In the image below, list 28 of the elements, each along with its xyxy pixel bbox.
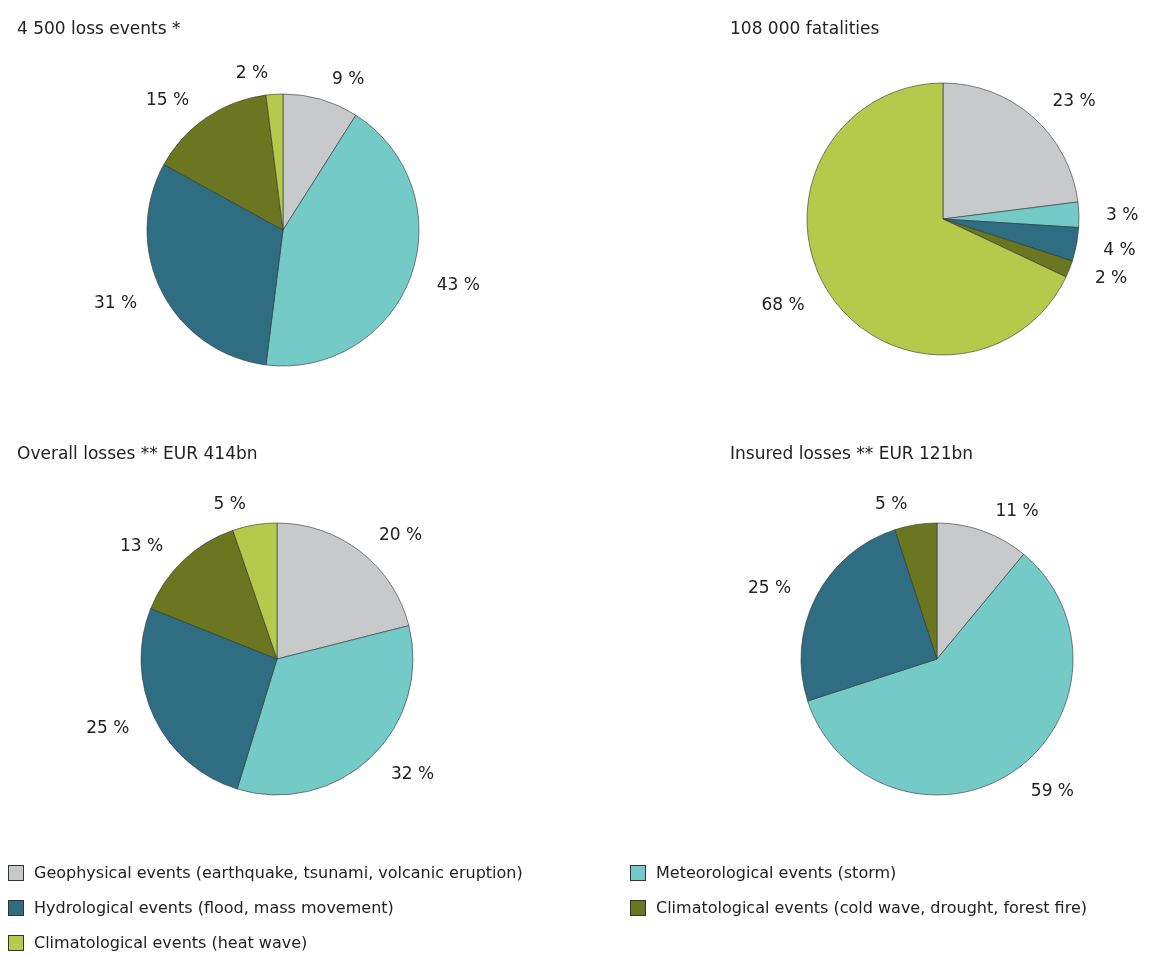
chart-title: Overall losses ** EUR 414bn: [17, 442, 258, 463]
data-label: 43 %: [436, 273, 480, 294]
data-label: 15 %: [145, 89, 190, 110]
legend-label: Meteorological events (storm): [656, 863, 897, 882]
data-label: 3 %: [1105, 204, 1139, 225]
chart-title: 4 500 loss events *: [17, 17, 181, 38]
data-label: 25 %: [86, 717, 130, 738]
data-label: 20 %: [379, 524, 423, 545]
data-label: 31 %: [94, 291, 138, 312]
legend-label: Climatological events (cold wave, drought, forest fire): [656, 898, 1087, 917]
data-label: 5 %: [213, 493, 246, 514]
data-label: 9 %: [332, 68, 365, 89]
data-label: 13 %: [119, 534, 164, 555]
data-label: 11 %: [995, 500, 1039, 521]
data-label: 4 %: [1103, 238, 1136, 259]
data-label: 2 %: [235, 62, 269, 83]
data-label: 23 %: [1052, 90, 1096, 111]
data-label: 5 %: [874, 492, 908, 513]
data-label: 2 %: [1094, 267, 1128, 288]
chart-title: 108 000 fatalities: [730, 17, 880, 38]
data-label: 68 %: [761, 293, 805, 314]
data-label: 32 %: [390, 763, 435, 784]
legend-label: Geophysical events (earthquake, tsunami, volcanic eruption): [34, 863, 523, 882]
legend-label: Climatological events (heat wave): [34, 933, 308, 952]
chart-title: Insured losses ** EUR 121bn: [730, 442, 974, 463]
data-label: 25 %: [748, 577, 792, 598]
legend-label: Hydrological events (flood, mass movement): [34, 898, 394, 917]
data-label: 59 %: [1030, 779, 1075, 800]
